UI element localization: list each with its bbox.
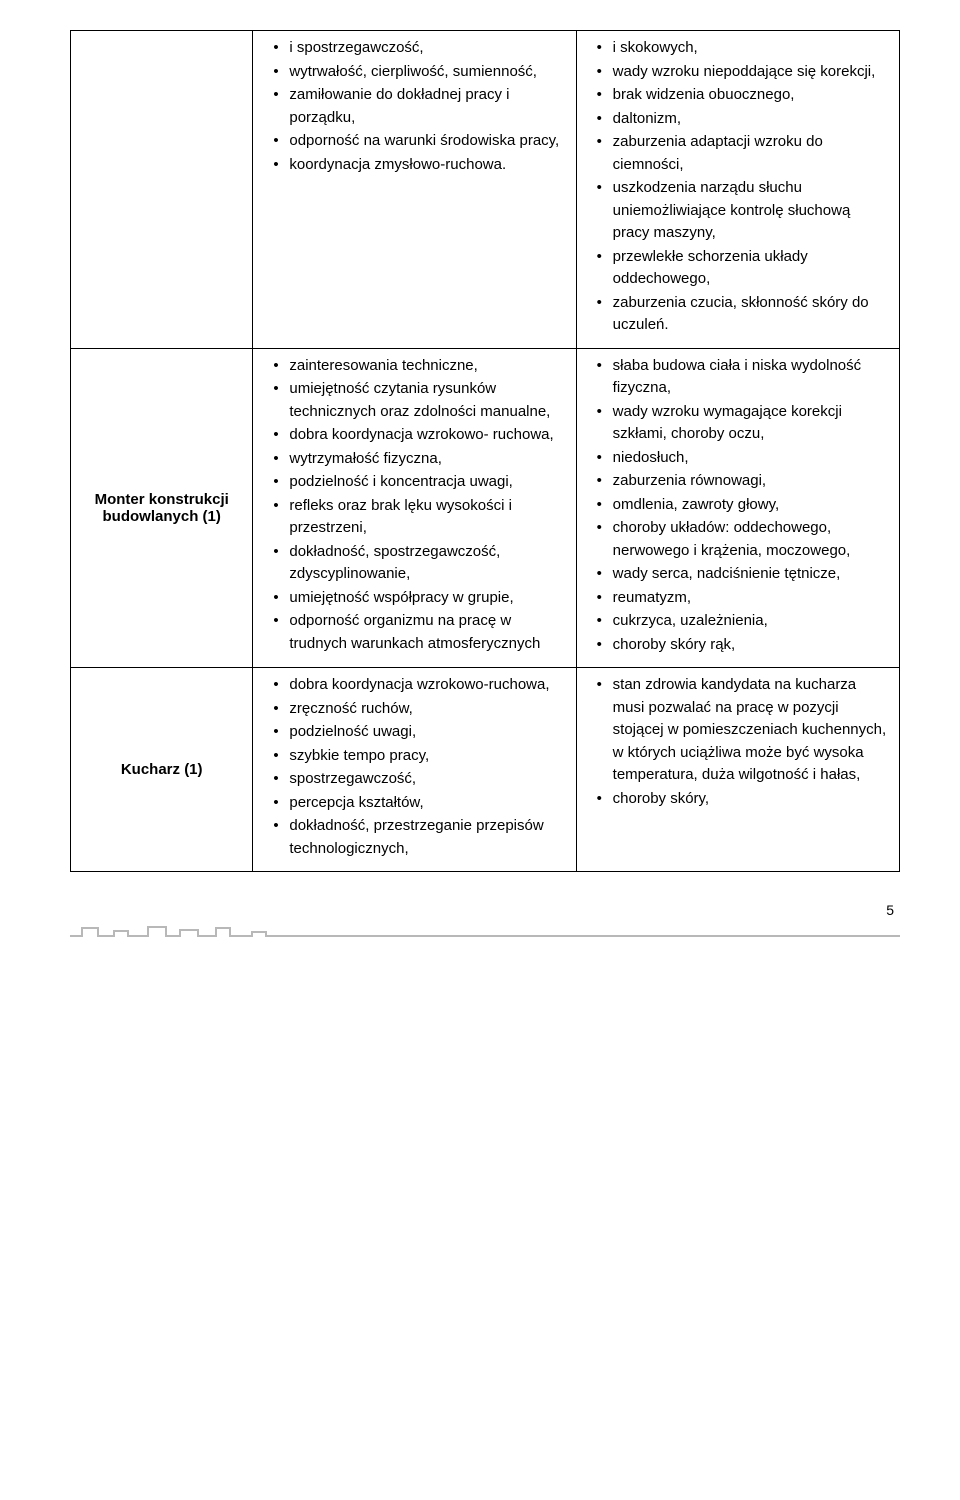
list-item: dobra koordynacja wzrokowo- ruchowa, [263, 424, 565, 447]
bullet-list: i skokowych,wady wzroku niepoddające się… [587, 37, 889, 337]
table-body: i spostrzegawczość,wytrwałość, cierpliwo… [71, 31, 900, 872]
list-item: dokładność, przestrzeganie przepisów tec… [263, 815, 565, 860]
list-item: zaburzenia czucia, skłonność skóry do uc… [587, 292, 889, 337]
bullet-list: słaba budowa ciała i niska wydolność fiz… [587, 355, 889, 657]
list-item: zręczność ruchów, [263, 698, 565, 721]
list-item: przewlekłe schorzenia układy oddechowego… [587, 246, 889, 291]
list-item: dobra koordynacja wzrokowo-ruchowa, [263, 674, 565, 697]
list-item: umiejętność czytania rysunków techniczny… [263, 378, 565, 423]
list-item: choroby skóry, [587, 788, 889, 811]
col-requirements: i spostrzegawczość,wytrwałość, cierpliwo… [253, 31, 576, 349]
table-row: Kucharz (1)dobra koordynacja wzrokowo-ru… [71, 668, 900, 872]
list-item: wady wzroku wymagające korekcji szkłami,… [587, 401, 889, 446]
list-item: wytrwałość, cierpliwość, sumienność, [263, 61, 565, 84]
row-label: Kucharz (1) [71, 668, 253, 872]
list-item: podzielność uwagi, [263, 721, 565, 744]
list-item: wady wzroku niepoddające się korekcji, [587, 61, 889, 84]
table-row: Monter konstrukcji budowlanych (1)zainte… [71, 348, 900, 668]
list-item: niedosłuch, [587, 447, 889, 470]
list-item: odporność organizmu na pracę w trudnych … [263, 610, 565, 655]
col-contraindications: i skokowych,wady wzroku niepoddające się… [576, 31, 899, 349]
list-item: reumatyzm, [587, 587, 889, 610]
list-item: zaburzenia adaptacji wzroku do ciemności… [587, 131, 889, 176]
col-requirements: zainteresowania techniczne,umiejętność c… [253, 348, 576, 668]
list-item: percepcja kształtów, [263, 792, 565, 815]
list-item: cukrzyca, uzależnienia, [587, 610, 889, 633]
list-item: choroby skóry rąk, [587, 634, 889, 657]
list-item: daltonizm, [587, 108, 889, 131]
col-requirements: dobra koordynacja wzrokowo-ruchowa,zręcz… [253, 668, 576, 872]
list-item: podzielność i koncentracja uwagi, [263, 471, 565, 494]
col-contraindications: stan zdrowia kandydata na kucharza musi … [576, 668, 899, 872]
list-item: i skokowych, [587, 37, 889, 60]
list-item: słaba budowa ciała i niska wydolność fiz… [587, 355, 889, 400]
list-item: refleks oraz brak lęku wysokości i przes… [263, 495, 565, 540]
list-item: zainteresowania techniczne, [263, 355, 565, 378]
list-item: szybkie tempo pracy, [263, 745, 565, 768]
list-item: spostrzegawczość, [263, 768, 565, 791]
list-item: umiejętność współpracy w grupie, [263, 587, 565, 610]
content-table: i spostrzegawczość,wytrwałość, cierpliwo… [70, 30, 900, 872]
list-item: zamiłowanie do dokładnej pracy i porządk… [263, 84, 565, 129]
list-item: odporność na warunki środowiska pracy, [263, 130, 565, 153]
list-item: zaburzenia równowagi, [587, 470, 889, 493]
list-item: koordynacja zmysłowo-ruchowa. [263, 154, 565, 177]
list-item: choroby układów: oddechowego, nerwowego … [587, 517, 889, 562]
row-label [71, 31, 253, 349]
bullet-list: stan zdrowia kandydata na kucharza musi … [587, 674, 889, 810]
bullet-list: i spostrzegawczość,wytrwałość, cierpliwo… [263, 37, 565, 176]
table-row: i spostrzegawczość,wytrwałość, cierpliwo… [71, 31, 900, 349]
list-item: stan zdrowia kandydata na kucharza musi … [587, 674, 889, 787]
col-contraindications: słaba budowa ciała i niska wydolność fiz… [576, 348, 899, 668]
bullet-list: zainteresowania techniczne,umiejętność c… [263, 355, 565, 656]
list-item: dokładność, spostrzegawczość, zdyscyplin… [263, 541, 565, 586]
list-item: wytrzymałość fizyczna, [263, 448, 565, 471]
list-item: i spostrzegawczość, [263, 37, 565, 60]
page-number: 5 [70, 902, 900, 918]
row-label: Monter konstrukcji budowlanych (1) [71, 348, 253, 668]
list-item: wady serca, nadciśnienie tętnicze, [587, 563, 889, 586]
list-item: omdlenia, zawroty głowy, [587, 494, 889, 517]
footer-decoration [70, 922, 900, 940]
list-item: brak widzenia obuocznego, [587, 84, 889, 107]
list-item: uszkodzenia narządu słuchu uniemożliwiaj… [587, 177, 889, 245]
bullet-list: dobra koordynacja wzrokowo-ruchowa,zręcz… [263, 674, 565, 860]
